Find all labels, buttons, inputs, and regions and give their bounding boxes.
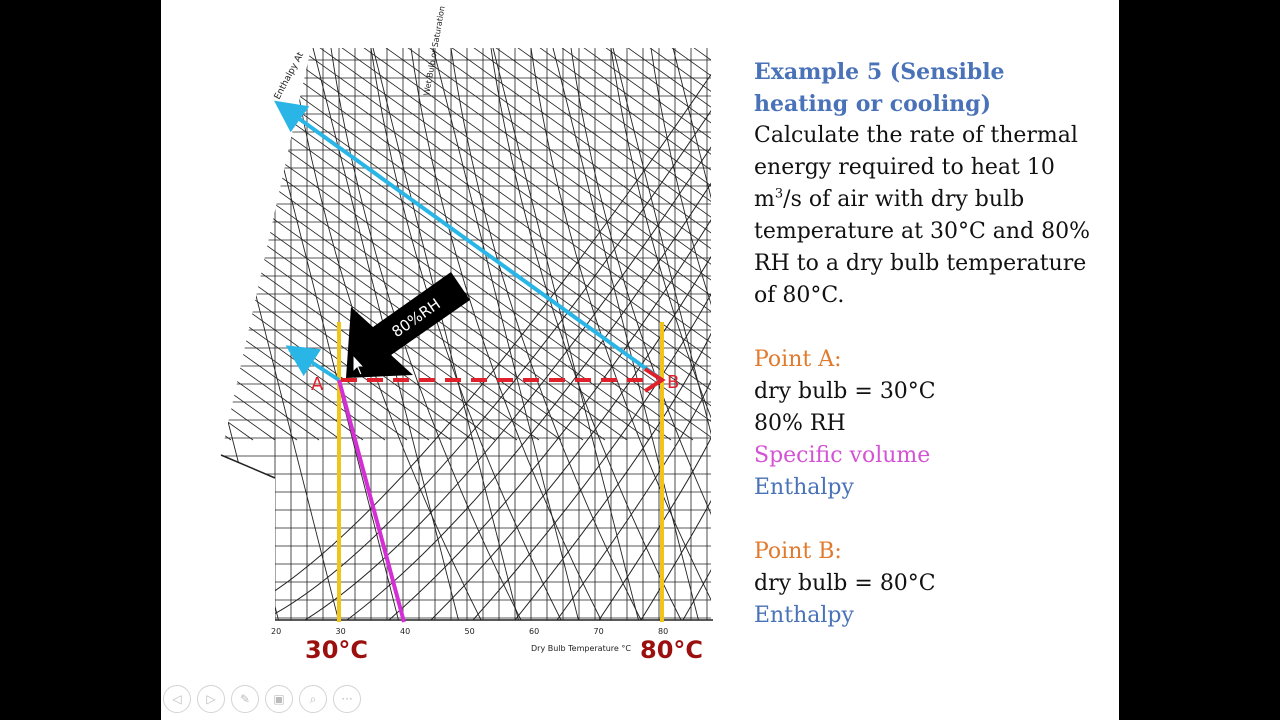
cursor-icon [352, 353, 366, 376]
previous-slide-icon[interactable]: ◁ [163, 685, 191, 713]
enthalpy-axis-label: Enthalpy At [273, 50, 306, 101]
slide: 20 30 40 50 60 70 80 Dry Bulb Temperature °C E… [161, 0, 1119, 720]
chart-grid [221, 48, 711, 620]
more-options-icon[interactable]: ··· [333, 685, 361, 713]
point-a-heading: Point A: [754, 347, 842, 372]
pen-icon[interactable]: ✎ [231, 685, 259, 713]
label-80c: 80°C [640, 636, 703, 664]
next-slide-icon[interactable]: ▷ [197, 685, 225, 713]
point-b-dry-bulb: dry bulb = 80°C [754, 571, 936, 596]
x-tick-label: 40 [400, 627, 410, 636]
point-a-rh: 80% RH [754, 411, 846, 436]
point-b-enthalpy: Enthalpy [754, 603, 854, 628]
point-a-dry-bulb: dry bulb = 30°C [754, 379, 936, 404]
point-b-label: B [667, 372, 679, 393]
enthalpy-line-a [285, 345, 341, 382]
point-a-label: A [311, 374, 324, 395]
label-30c: 30°C [305, 636, 368, 664]
point-a-specific-volume: Specific volume [754, 443, 931, 468]
process-arrowhead [643, 367, 666, 393]
slideshow-controls: ◁ ▷ ✎ ▣ ⌕ ··· [163, 685, 361, 713]
point-a-enthalpy: Enthalpy [754, 475, 854, 500]
example-title: Example 5 (Sensible heating or cooling) [754, 59, 1005, 117]
psychrometric-chart: 20 30 40 50 60 70 80 Dry Bulb Temperature °C E… [220, 5, 713, 664]
x-tick-label: 60 [529, 627, 539, 636]
x-tick-label: 20 [271, 627, 281, 636]
x-tick-labels: 20 30 40 50 60 70 80 [271, 627, 668, 636]
point-b-heading: Point B: [754, 539, 842, 564]
x-axis-label: Dry Bulb Temperature °C [531, 644, 631, 653]
chart-left-edge [220, 454, 276, 479]
x-tick-label: 50 [465, 627, 475, 636]
enthalpy-line-b [274, 100, 664, 382]
specific-volume-line [337, 379, 406, 623]
see-all-slides-icon[interactable]: ▣ [265, 685, 293, 713]
zoom-icon[interactable]: ⌕ [299, 685, 327, 713]
text-panel: Example 5 (Sensible heating or cooling) … [754, 56, 1104, 632]
problem-statement: Calculate the rate of thermal energy req… [754, 123, 1091, 308]
x-tick-label: 80 [658, 627, 668, 636]
x-tick-label: 30 [336, 627, 346, 636]
x-tick-label: 70 [594, 627, 604, 636]
